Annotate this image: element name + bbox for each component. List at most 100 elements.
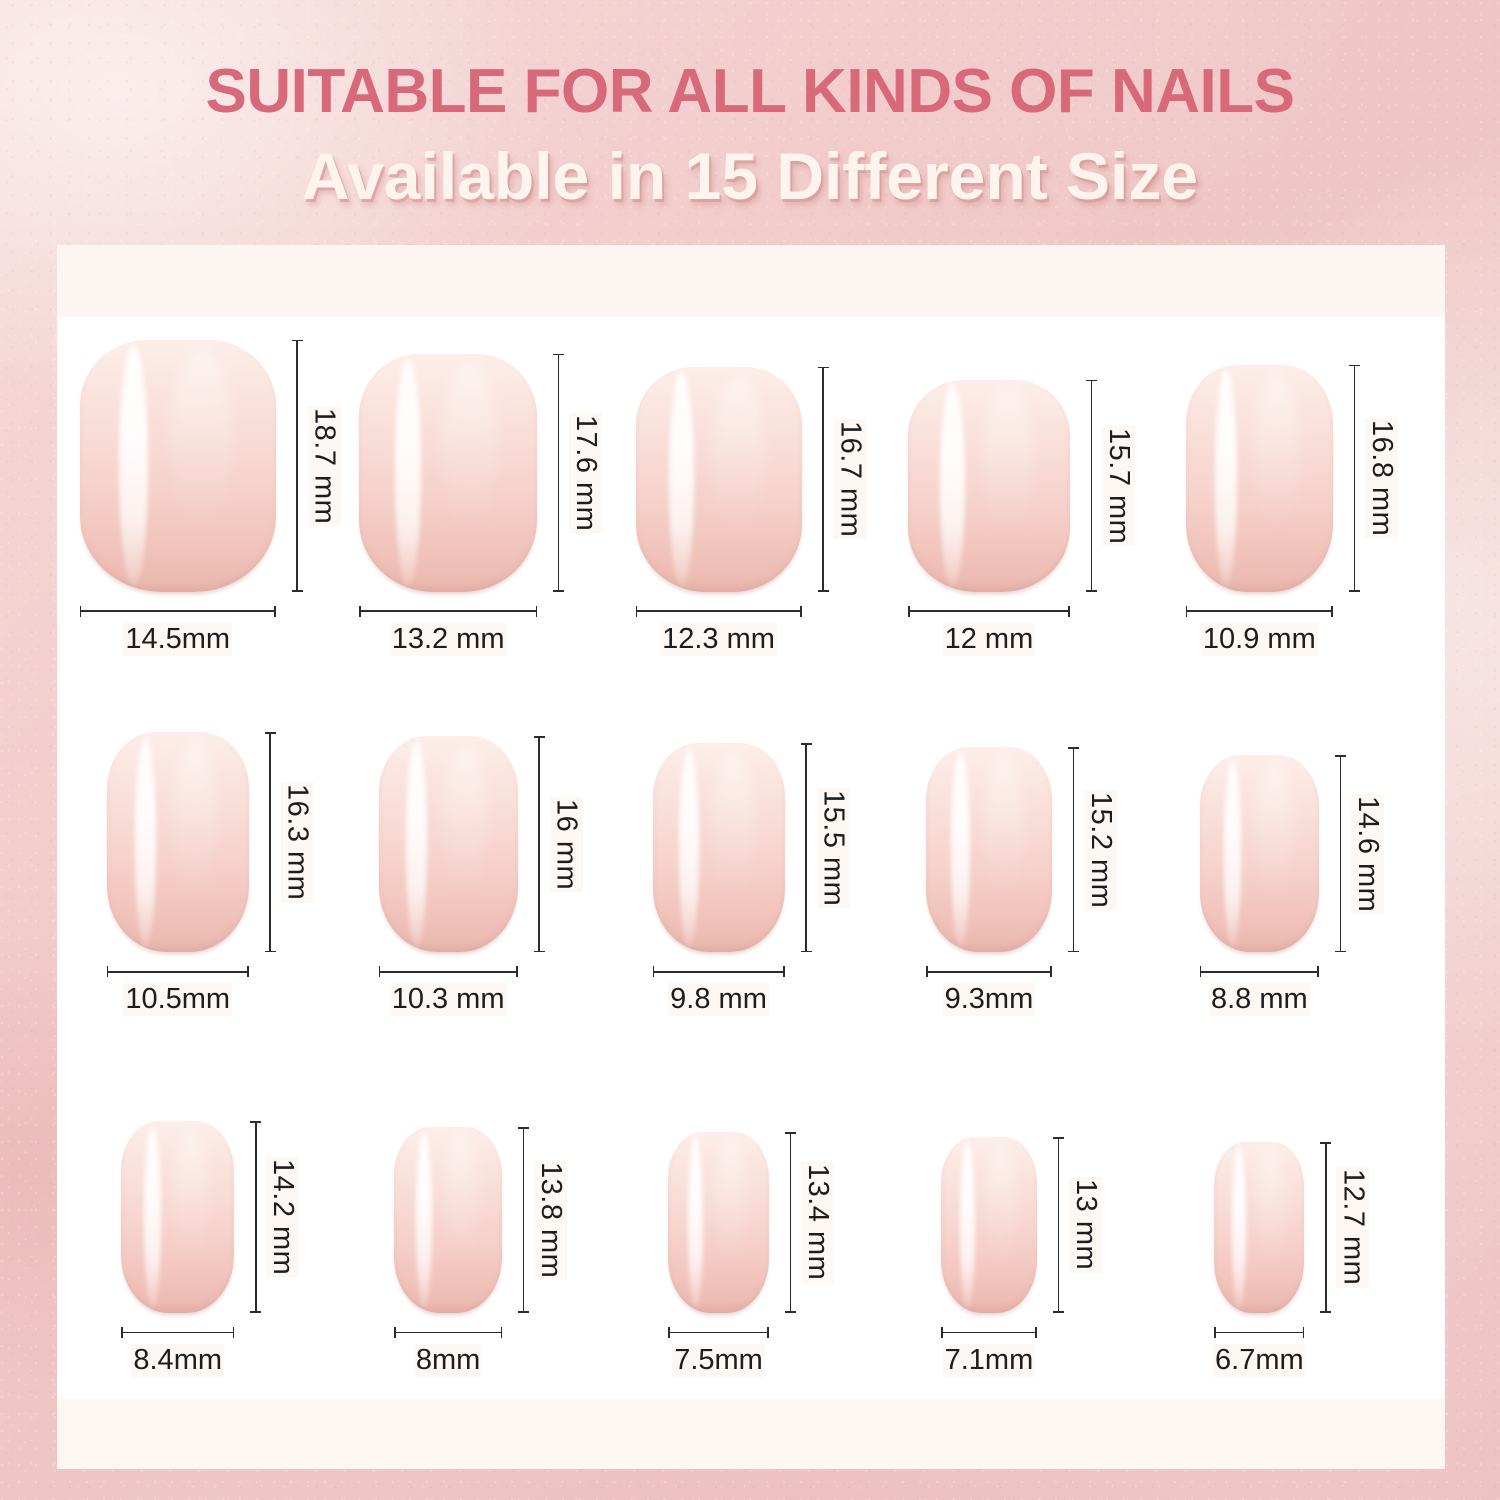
nail-size-cell[interactable]: 13.4 mm 7.5mm <box>616 1038 886 1399</box>
height-tick-bottom <box>291 590 303 592</box>
width-tick-right <box>1068 605 1070 617</box>
nail-size-cell[interactable]: 17.6 mm 13.2 mm <box>345 317 615 678</box>
nail-size-cell[interactable]: 12.7 mm 6.7mm <box>1157 1038 1427 1399</box>
nail-size-cell[interactable]: 15.2 mm 9.3mm <box>886 678 1156 1039</box>
nail-tip-swatch[interactable] <box>635 366 802 592</box>
height-tick-top <box>518 1127 530 1129</box>
width-tick-left <box>925 966 928 978</box>
nail-tip-swatch[interactable] <box>106 732 249 953</box>
width-label: 7.5mm <box>672 1344 765 1378</box>
nail-tip-swatch[interactable] <box>940 1137 1037 1314</box>
nail-tip-swatch[interactable] <box>1214 1142 1305 1314</box>
nail-size-cell[interactable]: 13.8 mm 8mm <box>345 1038 615 1399</box>
nail-tip-swatch[interactable] <box>1185 364 1333 592</box>
width-dimension: 12 mm <box>907 605 1070 656</box>
nail-tip-swatch[interactable] <box>79 339 276 592</box>
height-line <box>254 1121 257 1314</box>
nail-tip-swatch[interactable] <box>907 379 1070 592</box>
width-tick-left <box>940 1327 943 1339</box>
height-label: 12.7 mm <box>1336 1167 1370 1288</box>
width-label: 8mm <box>413 1344 483 1378</box>
width-tick-right <box>247 966 249 978</box>
height-tick-top <box>1320 1142 1332 1144</box>
nail-size-cell[interactable]: 14.6 mm 8.8 mm <box>1157 678 1427 1039</box>
width-tick-left <box>378 966 381 978</box>
nail-size-cell[interactable]: 16 mm 10.3 mm <box>345 678 615 1039</box>
nail-cell-inner: 14.2 mm 8.4mm <box>121 1121 300 1399</box>
width-dimension: 9.3mm <box>925 966 1052 1017</box>
nail-cell-inner: 15.2 mm 9.3mm <box>925 747 1117 1038</box>
width-tick-right <box>535 605 538 617</box>
nail-size-cell[interactable]: 16.7 mm 12.3 mm <box>616 317 886 678</box>
width-tick-left <box>121 1327 123 1339</box>
width-tick-left <box>1185 605 1188 617</box>
width-line <box>1199 971 1319 973</box>
width-dimension-line <box>635 605 802 617</box>
nail-tip-swatch[interactable] <box>1199 755 1319 953</box>
width-tick-right <box>1317 966 1319 978</box>
height-tick-top <box>817 366 829 369</box>
height-tick-top <box>1085 379 1097 382</box>
width-tick-left <box>394 1327 396 1339</box>
width-label: 8.8 mm <box>1208 983 1310 1017</box>
nail-with-height-dimension: 16.8 mm <box>1185 364 1398 592</box>
nail-cell-inner: 16 mm 10.3 mm <box>378 736 583 1038</box>
width-tick-left <box>106 966 109 978</box>
nail-tip-swatch[interactable] <box>121 1121 235 1314</box>
width-dimension: 7.1mm <box>940 1327 1037 1378</box>
width-dimension: 6.7mm <box>1213 1327 1306 1378</box>
height-dimension-line <box>518 1127 530 1314</box>
width-tick-left <box>635 605 638 617</box>
height-dimension: 16.8 mm <box>1348 364 1398 592</box>
nail-cell-inner: 13.8 mm 8mm <box>394 1127 568 1399</box>
height-tick-bottom <box>1348 590 1360 592</box>
height-dimension: 16 mm <box>533 736 583 953</box>
width-dimension-line <box>359 605 538 617</box>
width-dimension-line <box>79 605 276 617</box>
nail-size-cell[interactable]: 13 mm 7.1mm <box>886 1038 1156 1399</box>
height-label: 13.4 mm <box>801 1162 835 1283</box>
nail-tip-swatch[interactable] <box>394 1127 503 1314</box>
height-dimension: 16.7 mm <box>817 366 867 592</box>
height-line <box>1090 379 1093 592</box>
width-tick-right <box>1302 1327 1305 1339</box>
nail-tip-swatch[interactable] <box>925 747 1052 953</box>
width-label: 14.5mm <box>123 622 233 656</box>
height-dimension: 13.4 mm <box>785 1132 835 1314</box>
nail-tip-swatch[interactable] <box>359 353 538 592</box>
width-tick-left <box>1199 966 1202 978</box>
height-tick-top <box>264 732 276 734</box>
nail-size-cell[interactable]: 16.3 mm 10.5mm <box>75 678 345 1039</box>
height-label: 13.8 mm <box>534 1159 568 1281</box>
card-top-band <box>57 245 1445 317</box>
width-line <box>121 1331 235 1334</box>
height-dimension-line <box>817 366 829 592</box>
nail-cell-inner: 18.7 mm 14.5mm <box>79 339 341 678</box>
width-label: 10.3 mm <box>389 983 507 1017</box>
nail-cell-inner: 15.5 mm 9.8 mm <box>652 743 850 1038</box>
nail-size-cell[interactable]: 16.8 mm 10.9 mm <box>1157 317 1427 678</box>
height-dimension: 17.6 mm <box>553 353 603 592</box>
height-tick-bottom <box>1052 1311 1064 1314</box>
height-tick-top <box>1348 364 1360 367</box>
width-dimension-line <box>668 1327 770 1339</box>
height-line <box>822 366 824 592</box>
nail-tip-swatch[interactable] <box>652 743 785 953</box>
page-subtitle: Available in 15 Different Size <box>301 139 1199 213</box>
width-tick-left <box>359 605 361 617</box>
nail-tip-swatch[interactable] <box>378 736 518 953</box>
nail-size-cell[interactable]: 14.2 mm 8.4mm <box>75 1038 345 1399</box>
height-dimension-line <box>250 1121 262 1314</box>
nail-size-cell[interactable]: 15.7 mm 12 mm <box>886 317 1156 678</box>
nail-with-height-dimension: 14.6 mm <box>1199 755 1384 953</box>
height-tick-top <box>1052 1137 1064 1139</box>
nail-tip-swatch[interactable] <box>668 1132 770 1314</box>
height-dimension-line <box>1320 1142 1332 1314</box>
nail-size-cell[interactable]: 18.7 mm 14.5mm <box>75 317 345 678</box>
height-label: 14.2 mm <box>266 1156 300 1278</box>
width-tick-left <box>1214 1327 1216 1339</box>
width-dimension: 8.4mm <box>121 1327 235 1378</box>
height-dimension: 12.7 mm <box>1320 1142 1370 1314</box>
nail-size-cell[interactable]: 15.5 mm 9.8 mm <box>616 678 886 1039</box>
height-tick-bottom <box>800 950 812 953</box>
